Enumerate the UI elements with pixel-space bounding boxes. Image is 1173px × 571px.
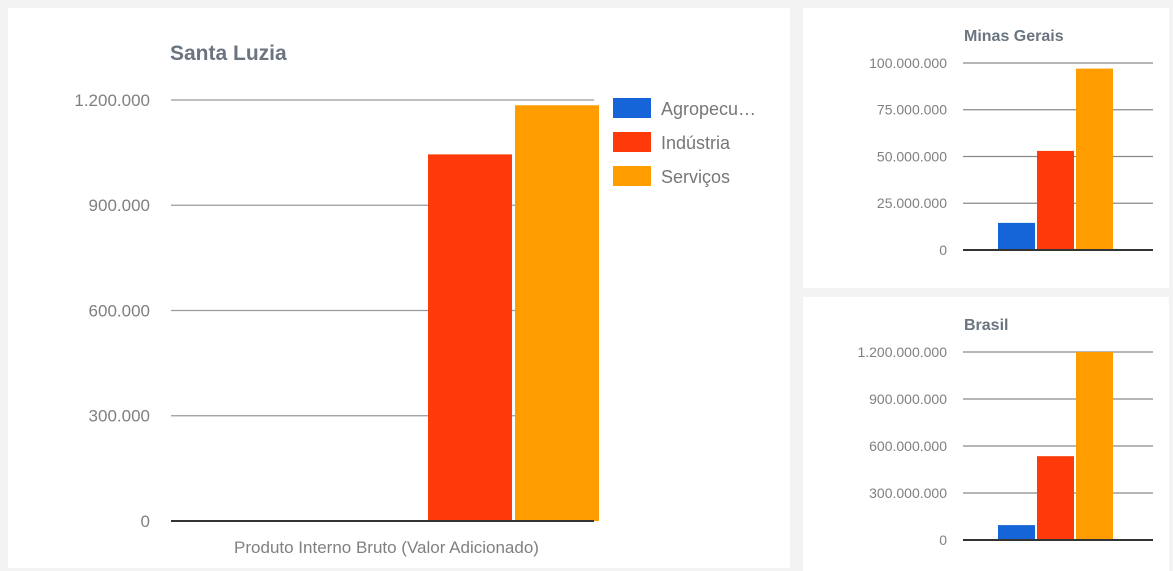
y-tick-label: 0 (939, 242, 947, 258)
y-tick-label: 900.000 (89, 196, 150, 215)
chart-panel-minas-gerais: Minas Gerais 0 25.000.000 50.000.000 75.000.… (803, 8, 1169, 288)
y-tick-label: 50.000.000 (877, 148, 947, 164)
y-tick-label: 600.000 (89, 301, 150, 320)
chart-title: Minas Gerais (964, 28, 1064, 45)
bar-series-2 (1076, 68, 1113, 250)
legend-swatch-1 (613, 132, 651, 152)
bar-series-2 (1076, 352, 1113, 540)
chart-panel-brasil: Brasil 0 300.000.000 600.000.000 900.000.000… (803, 297, 1169, 571)
y-tick-label: 300.000.000 (869, 485, 947, 501)
y-tick-label: 900.000.000 (869, 391, 947, 407)
bar-series-1 (1037, 150, 1074, 250)
legend-label: Agropecu… (661, 99, 756, 119)
chart-panel-santa-luzia: Santa Luzia 0 300.000 600.000 900.000 1.200.0… (8, 8, 790, 568)
legend-label: Serviços (661, 167, 730, 187)
chart-title: Brasil (964, 317, 1008, 334)
legend-swatch-2 (613, 166, 651, 186)
y-tick-label: 0 (141, 512, 150, 531)
chart-brasil: Brasil 0 300.000.000 600.000.000 900.000.000… (857, 317, 1153, 548)
bar-series-2 (515, 105, 599, 521)
y-tick-label: 600.000.000 (869, 438, 947, 454)
y-tick-label: 100.000.000 (869, 55, 947, 71)
bar-series-0 (998, 222, 1035, 250)
chart-minas-gerais: Minas Gerais 0 25.000.000 50.000.000 75.000.… (869, 28, 1153, 258)
x-category-label: Produto Interno Bruto (Valor Adicionado) (234, 538, 539, 557)
bar-series-1 (428, 154, 512, 522)
legend-label: Indústria (661, 133, 731, 153)
y-tick-label: 1.200.000.000 (857, 344, 947, 360)
y-tick-label: 1.200.000 (74, 91, 150, 110)
bar-series-1 (1037, 456, 1074, 540)
legend-swatch-0 (613, 98, 651, 118)
bar-series-0 (998, 525, 1035, 540)
chart-santa-luzia: Santa Luzia 0 300.000 600.000 900.000 1.200.0… (74, 42, 756, 557)
y-tick-label: 0 (939, 532, 947, 548)
y-tick-label: 300.000 (89, 407, 150, 426)
y-tick-label: 25.000.000 (877, 195, 947, 211)
y-tick-label: 75.000.000 (877, 102, 947, 118)
chart-title: Santa Luzia (170, 42, 287, 65)
